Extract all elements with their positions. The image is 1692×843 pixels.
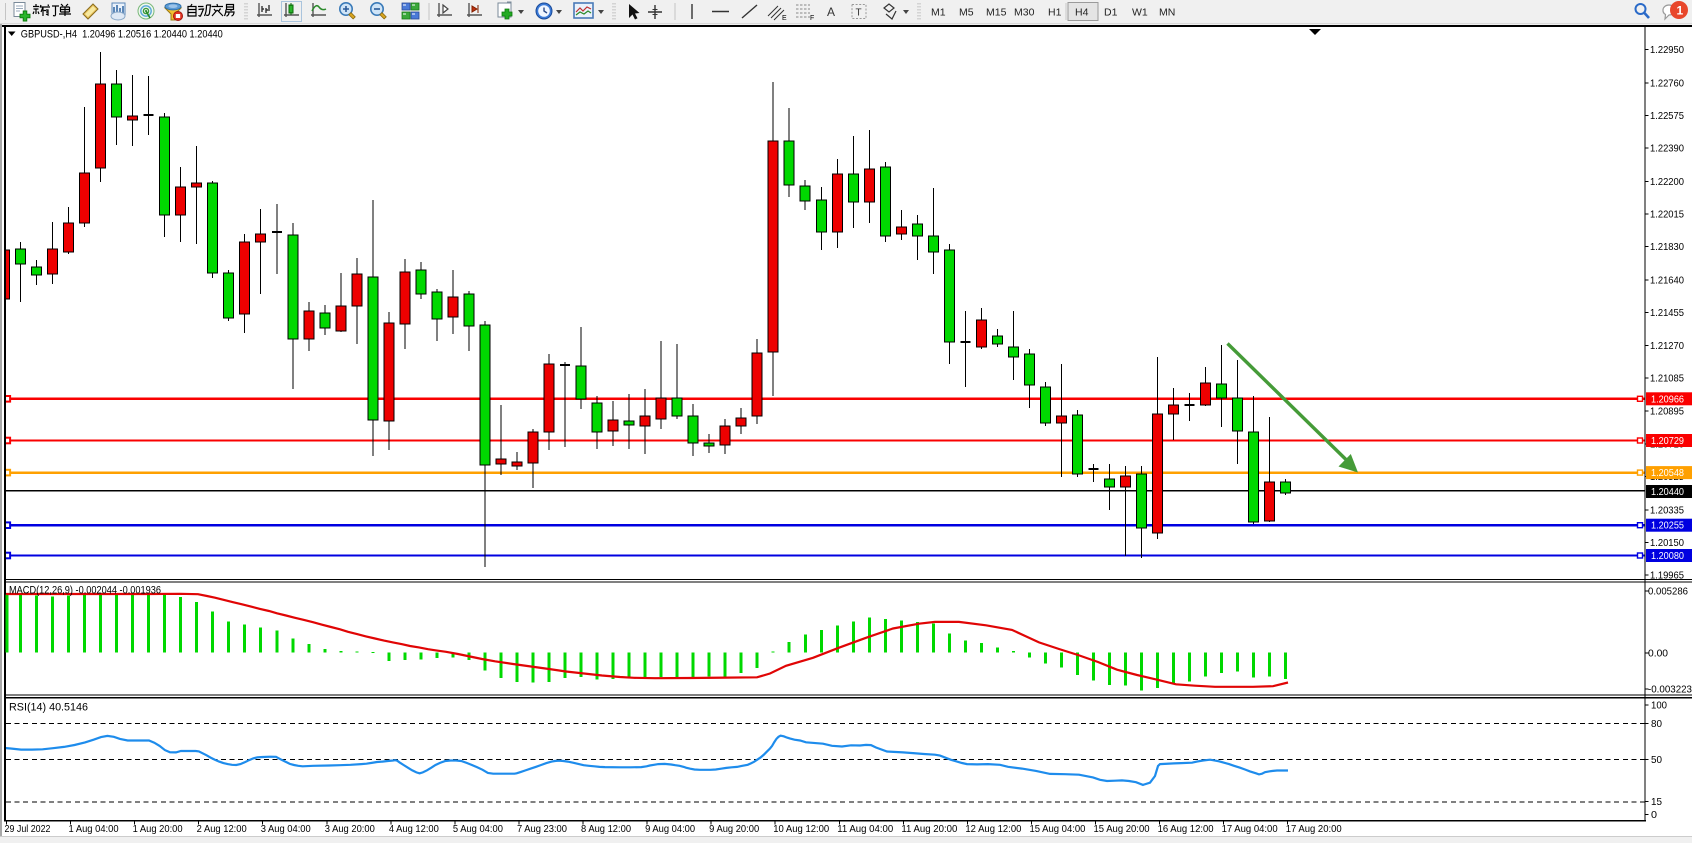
svg-text:16 Aug 12:00: 16 Aug 12:00 [1158,823,1214,835]
svg-text:1.19965: 1.19965 [1650,569,1684,581]
svg-text:2 Aug 12:00: 2 Aug 12:00 [197,823,247,835]
svg-text:1.20150: 1.20150 [1650,537,1684,549]
svg-text:-0.003223: -0.003223 [1648,684,1692,696]
svg-text:1.20335: 1.20335 [1650,504,1684,516]
svg-text:T: T [856,8,862,19]
svg-text:3 Aug 04:00: 3 Aug 04:00 [261,823,311,835]
svg-text:1.21640: 1.21640 [1650,275,1684,287]
svg-text:1.20895: 1.20895 [1650,406,1684,418]
svg-text:RSI(14) 40.5146: RSI(14) 40.5146 [9,702,88,714]
svg-text:1: 1 [1677,4,1684,18]
svg-text:1.22015: 1.22015 [1650,209,1684,221]
svg-text:9 Aug 20:00: 9 Aug 20:00 [709,823,759,835]
svg-text:1.22575: 1.22575 [1650,110,1684,122]
svg-text:1 Aug 04:00: 1 Aug 04:00 [69,823,119,835]
svg-text:1.20080: 1.20080 [1651,550,1684,562]
svg-text:M30: M30 [1014,7,1035,19]
svg-text:15 Aug 04:00: 15 Aug 04:00 [1029,823,1085,835]
svg-text:100: 100 [1651,700,1667,712]
svg-text:D1: D1 [1104,7,1118,19]
svg-text:17 Aug 20:00: 17 Aug 20:00 [1286,823,1342,835]
svg-text:4 Aug 12:00: 4 Aug 12:00 [389,823,439,835]
svg-text:1.20255: 1.20255 [1651,520,1684,532]
svg-text:7 Aug 23:00: 7 Aug 23:00 [517,823,567,835]
svg-text:15 Aug 20:00: 15 Aug 20:00 [1094,823,1150,835]
svg-text:1.21270: 1.21270 [1650,340,1684,352]
svg-text:MACD(12,26,9) -0.002044 -0.001: MACD(12,26,9) -0.002044 -0.001936 [9,584,161,596]
svg-text:1.20729: 1.20729 [1651,435,1684,447]
svg-text:9 Aug 04:00: 9 Aug 04:00 [645,823,695,835]
svg-text:0.00: 0.00 [1648,648,1668,660]
svg-text:0: 0 [1651,809,1657,821]
svg-text:1.22950: 1.22950 [1650,44,1684,56]
svg-text:50: 50 [1651,754,1662,766]
svg-text:10 Aug 12:00: 10 Aug 12:00 [773,823,829,835]
svg-text:F: F [810,15,814,22]
svg-text:1.20966: 1.20966 [1651,393,1684,405]
svg-text:W1: W1 [1132,7,1148,19]
svg-text:1 Aug 20:00: 1 Aug 20:00 [133,823,183,835]
svg-text:M1: M1 [931,7,946,19]
svg-text:A: A [827,5,835,19]
svg-text:0.005286: 0.005286 [1648,586,1688,598]
svg-text:1.20440: 1.20440 [1651,486,1684,498]
svg-text:1.22390: 1.22390 [1650,143,1684,155]
svg-text:17 Aug 04:00: 17 Aug 04:00 [1222,823,1278,835]
svg-text:15: 15 [1651,796,1662,808]
svg-text:1.21455: 1.21455 [1650,307,1684,319]
svg-text:1.22200: 1.22200 [1650,176,1684,188]
svg-text:GBPUSD-,H4 1.20496 1.20516 1.: GBPUSD-,H4 1.20496 1.20516 1.20440 1.204… [21,28,223,40]
svg-text:3 Aug 20:00: 3 Aug 20:00 [325,823,375,835]
svg-text:H1: H1 [1048,7,1062,19]
svg-text:1.22760: 1.22760 [1650,78,1684,90]
svg-text:1.20548: 1.20548 [1651,467,1684,479]
svg-text:29 Jul 2022: 29 Jul 2022 [5,823,51,835]
svg-text:M15: M15 [986,7,1007,19]
svg-text:11 Aug 04:00: 11 Aug 04:00 [837,823,893,835]
svg-text:1.21830: 1.21830 [1650,241,1684,253]
svg-text:MN: MN [1159,7,1175,19]
svg-text:M5: M5 [959,7,974,19]
svg-text:12 Aug 12:00: 12 Aug 12:00 [965,823,1021,835]
svg-text:80: 80 [1651,718,1662,730]
svg-text:H4: H4 [1075,7,1089,19]
svg-text:1.21085: 1.21085 [1650,372,1684,384]
svg-text:5 Aug 04:00: 5 Aug 04:00 [453,823,503,835]
svg-text:8 Aug 12:00: 8 Aug 12:00 [581,823,631,835]
svg-text:E: E [782,15,787,22]
svg-text:11 Aug 20:00: 11 Aug 20:00 [901,823,957,835]
